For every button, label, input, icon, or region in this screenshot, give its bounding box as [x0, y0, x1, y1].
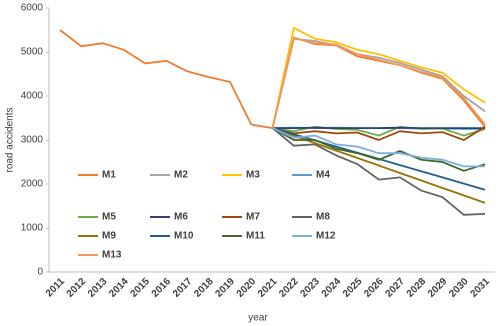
- legend-label: M8: [316, 212, 330, 223]
- x-tick-label: 2026: [362, 276, 386, 300]
- series-line: [272, 127, 486, 172]
- y-tick-label: 4000: [21, 91, 44, 102]
- x-tick-label: 2021: [256, 276, 280, 300]
- x-tick-label: 2017: [171, 276, 195, 300]
- x-tick-label: 2016: [150, 276, 174, 300]
- series-line: [271, 26, 486, 129]
- x-tick-label: 2024: [320, 276, 344, 300]
- legend-label: M13: [102, 250, 122, 261]
- x-tick-label: 2012: [65, 276, 89, 300]
- series-line: [271, 127, 486, 216]
- legend-label: M11: [246, 231, 265, 242]
- x-tick-label: 2027: [383, 276, 407, 300]
- legend-label: M10: [174, 231, 194, 242]
- x-tick-label: 2029: [426, 276, 450, 300]
- x-tick-label: 2022: [277, 276, 301, 300]
- x-tick-label: 2015: [128, 276, 152, 300]
- x-tick-label: 2028: [405, 276, 429, 300]
- series-line: [272, 126, 486, 141]
- y-tick-label: 0: [37, 267, 43, 278]
- legend-label: M6: [174, 212, 188, 223]
- series-line: [59, 29, 486, 130]
- x-tick-label: 2030: [447, 276, 471, 300]
- legend-label: M4: [316, 170, 330, 181]
- x-tick-label: 2013: [86, 276, 110, 300]
- x-axis-title: year: [248, 313, 268, 324]
- legend-label: M9: [102, 231, 116, 242]
- y-tick-label: 1000: [21, 223, 44, 234]
- legend-label: M1: [102, 170, 116, 181]
- y-tick-label: 6000: [21, 3, 44, 14]
- y-tick-label: 3000: [21, 135, 44, 146]
- legend-label: M7: [246, 212, 260, 223]
- legend-label: M5: [102, 212, 116, 223]
- x-tick-label: 2014: [107, 276, 131, 300]
- y-tick-label: 2000: [21, 179, 44, 190]
- x-tick-label: 2011: [44, 276, 67, 299]
- series-line: [271, 37, 486, 129]
- x-tick-label: 2018: [192, 276, 216, 300]
- x-tick-label: 2020: [235, 276, 259, 300]
- x-tick-label: 2019: [213, 276, 237, 300]
- legend-label: M2: [174, 170, 188, 181]
- series-line: [272, 127, 485, 168]
- series-line: [271, 36, 486, 129]
- x-tick-label: 2031: [468, 276, 492, 300]
- x-tick-label: 2025: [341, 276, 365, 300]
- y-tick-label: 5000: [21, 47, 44, 58]
- legend-label: M12: [316, 231, 336, 242]
- y-axis-title: road accidents: [5, 107, 16, 172]
- x-tick-label: 2023: [298, 276, 322, 300]
- legend-label: M3: [246, 170, 260, 181]
